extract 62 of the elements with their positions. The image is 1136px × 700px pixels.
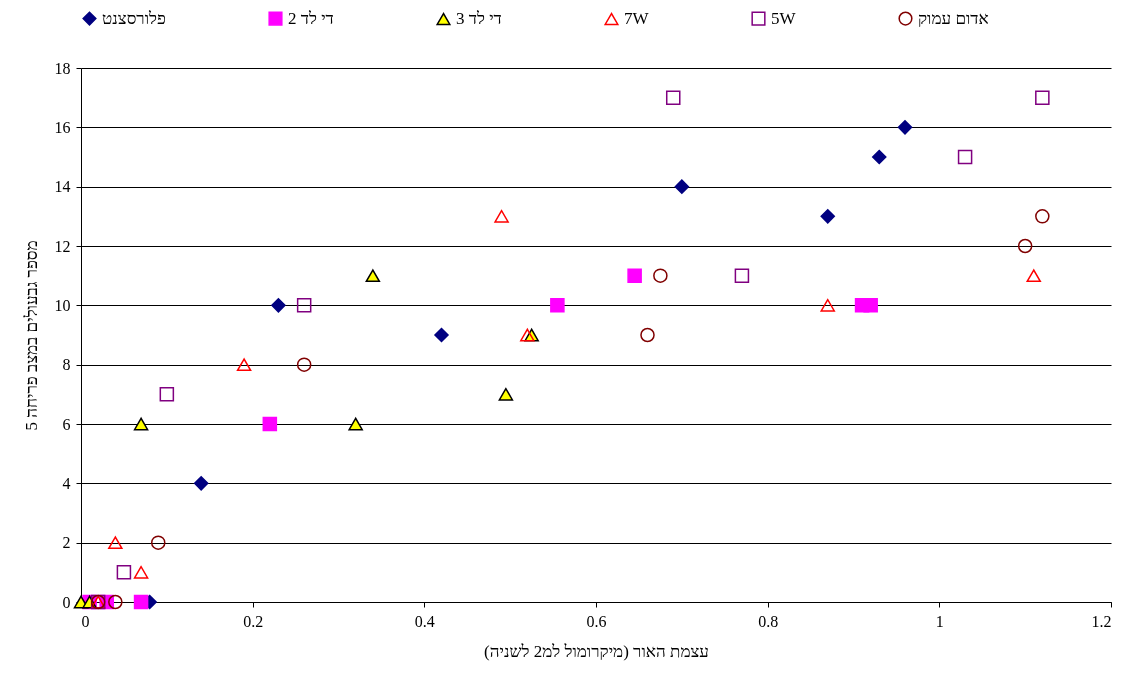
x-tick-label: 0.2: [243, 612, 264, 630]
point: [494, 209, 509, 223]
x-tick-label: 0.6: [586, 612, 607, 630]
point: [159, 387, 175, 402]
point: [108, 536, 123, 550]
point: [820, 209, 836, 224]
y-tick-label: 16: [54, 118, 71, 136]
y-tick-label: 12: [54, 237, 71, 255]
point: [365, 269, 381, 283]
point: [550, 298, 565, 313]
point: [734, 268, 750, 283]
point: [262, 416, 278, 432]
point: [236, 358, 252, 372]
legend-label: די לד 2: [288, 8, 334, 28]
point: [627, 268, 642, 283]
point: [871, 149, 887, 165]
y-tick-label: 0: [62, 593, 71, 611]
x-tick-label: 1.2: [1091, 612, 1112, 630]
point: [296, 298, 312, 313]
point: [133, 565, 149, 579]
point: [434, 327, 449, 343]
legend-label: אדום עמוק: [918, 8, 989, 28]
legend-label: פלורסצנט: [102, 8, 167, 28]
y-tick-label: 2: [62, 534, 71, 552]
point: [193, 476, 209, 491]
legend-label: 7W: [624, 9, 650, 29]
y-tick-label: 14: [54, 178, 71, 196]
point: [640, 327, 655, 343]
point: [150, 535, 166, 550]
legend-label: די לד 3: [456, 9, 502, 29]
x-tick-label: 0.8: [758, 612, 779, 630]
point: [897, 120, 913, 135]
x-axis-title: עצמת האור (מיקרומול למ2 לשניה): [484, 641, 709, 661]
point: [863, 298, 878, 313]
point: [674, 179, 690, 194]
y-tick-label: 6: [62, 415, 71, 433]
point: [520, 328, 535, 342]
point: [296, 357, 312, 372]
point: [108, 594, 123, 610]
point: [820, 298, 836, 312]
legend-label: 5W: [771, 8, 797, 28]
y-tick-label: 8: [62, 356, 71, 374]
x-tick-label: 1: [935, 612, 944, 630]
y-axis-title: מספר גבעולים במצב פריחה 5: [21, 240, 41, 431]
point: [1035, 209, 1050, 224]
point: [133, 417, 149, 431]
point: [498, 387, 514, 401]
x-tick-label: 0: [81, 612, 90, 630]
point: [116, 565, 132, 580]
point: [665, 90, 681, 105]
y-tick-label: 18: [54, 59, 71, 77]
point: [271, 298, 286, 313]
point: [133, 594, 149, 610]
point: [348, 417, 363, 431]
y-tick-label: 4: [62, 474, 71, 492]
point: [1035, 90, 1050, 105]
point: [653, 268, 668, 283]
point: [957, 149, 973, 165]
point: [1026, 269, 1042, 283]
y-tick-label: 10: [54, 296, 71, 314]
point: [1017, 238, 1033, 254]
x-tick-label: 0.4: [414, 612, 435, 630]
